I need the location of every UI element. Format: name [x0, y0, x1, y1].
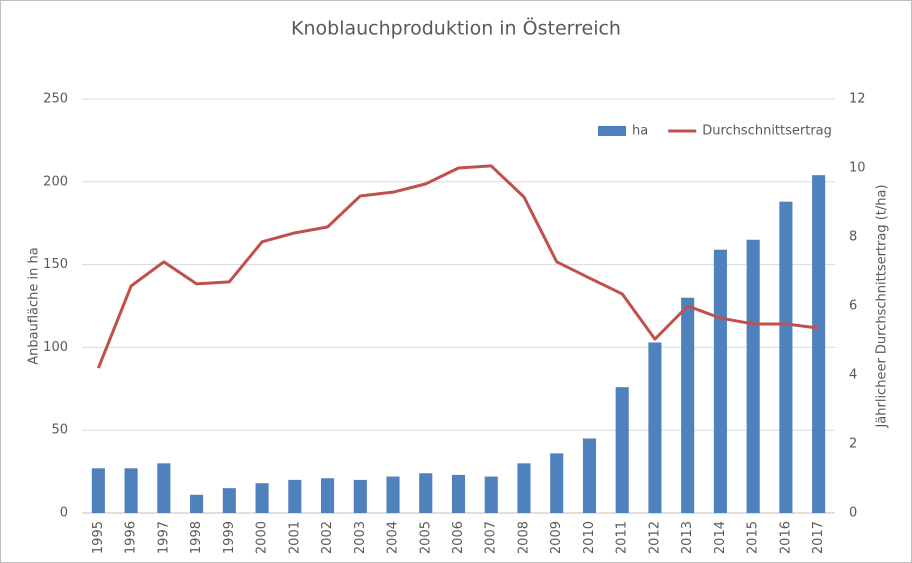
bar — [288, 479, 302, 513]
line — [96, 164, 819, 369]
y-tick-label: 250 — [43, 92, 68, 107]
x-tick-label: 1999 — [222, 521, 237, 554]
bar — [157, 463, 171, 513]
x-tick-label: 2001 — [287, 521, 302, 554]
legend-label: ha — [632, 124, 648, 139]
x-tick-label: 1995 — [91, 521, 106, 554]
x-tick-label: 2000 — [255, 521, 270, 554]
bar — [582, 438, 597, 513]
bar — [353, 479, 367, 513]
bar — [746, 239, 760, 513]
y2-tick-label: 4 — [849, 368, 857, 383]
bar — [615, 387, 629, 513]
bar — [190, 494, 204, 513]
bar — [255, 483, 269, 513]
x-tick-label: 2008 — [516, 521, 531, 554]
bar — [451, 474, 466, 513]
bar — [812, 175, 826, 513]
bar — [91, 468, 105, 513]
bar — [419, 473, 433, 513]
y2-tick-label: 10 — [849, 161, 866, 176]
y2-tick-label: 2 — [849, 437, 857, 452]
bar — [386, 476, 400, 513]
x-tick-label: 2009 — [549, 521, 564, 554]
x-tick-label: 2010 — [582, 521, 597, 554]
y2-tick-label: 12 — [849, 92, 866, 107]
chart-title: Knoblauchproduktion in Österreich — [291, 17, 621, 40]
legend-label: Durchschnittsertrag — [702, 124, 832, 139]
x-tick-label: 2012 — [647, 521, 662, 554]
y-tick-label: 50 — [51, 423, 68, 438]
bar — [681, 297, 695, 513]
x-tick-label: 1997 — [156, 521, 171, 554]
y2-tick-label: 0 — [849, 506, 857, 521]
y-axis-title: Anbaufläche in ha — [27, 247, 42, 364]
y2-axis-title: Jährlicheer Durchschnittsertrag (t/ha) — [875, 184, 890, 428]
x-tick-label: 2015 — [746, 521, 761, 554]
bar — [648, 342, 662, 513]
x-tick-label: 2017 — [811, 521, 826, 554]
x-tick-label: 2013 — [680, 521, 695, 554]
y2-tick-label: 6 — [849, 299, 857, 314]
y-tick-label: 100 — [43, 340, 68, 355]
y2-tick-label: 8 — [849, 230, 857, 245]
bar — [222, 488, 236, 513]
x-tick-label: 2003 — [353, 521, 368, 554]
bar — [713, 249, 727, 514]
x-tick-label: 1998 — [189, 521, 204, 554]
x-tick-label: 2005 — [418, 521, 433, 554]
y-tick-label: 200 — [43, 174, 68, 189]
y-tick-label: 0 — [60, 506, 68, 521]
x-tick-label: 1996 — [124, 521, 139, 554]
bar — [320, 478, 335, 513]
bar — [484, 476, 498, 513]
bar — [124, 468, 138, 513]
legend-swatch — [598, 126, 626, 136]
bar — [550, 453, 564, 513]
x-tick-label: 2004 — [386, 521, 401, 554]
x-tick-label: 2002 — [320, 521, 335, 554]
x-tick-label: 2016 — [778, 521, 793, 554]
bar — [779, 201, 793, 513]
x-tick-label: 2007 — [484, 521, 499, 554]
x-tick-label: 2014 — [713, 521, 728, 554]
x-tick-label: 2011 — [615, 521, 630, 554]
bar — [517, 463, 531, 513]
y-tick-label: 150 — [43, 257, 68, 272]
x-tick-label: 2006 — [451, 521, 466, 554]
